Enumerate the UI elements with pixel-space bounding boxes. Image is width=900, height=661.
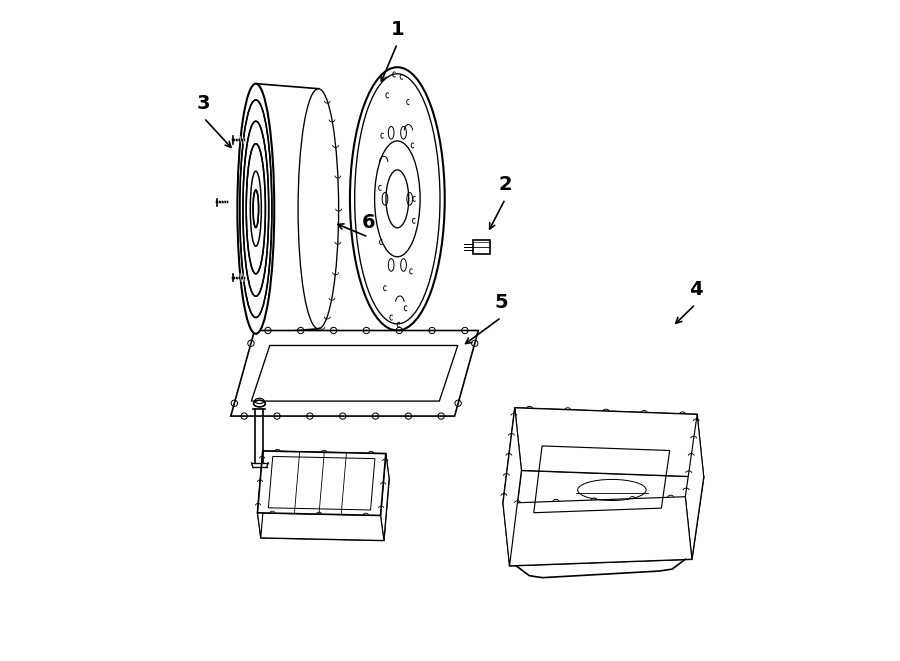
Text: 1: 1 <box>391 20 404 38</box>
Ellipse shape <box>247 143 266 274</box>
Text: 2: 2 <box>499 175 512 194</box>
Ellipse shape <box>239 100 272 317</box>
Text: 5: 5 <box>494 293 508 313</box>
Ellipse shape <box>243 121 269 296</box>
Polygon shape <box>503 408 521 566</box>
Polygon shape <box>503 408 698 503</box>
Polygon shape <box>230 330 478 416</box>
Polygon shape <box>685 414 704 559</box>
Polygon shape <box>261 476 389 541</box>
Text: 3: 3 <box>197 94 211 113</box>
Ellipse shape <box>298 89 338 329</box>
Polygon shape <box>257 451 386 516</box>
Polygon shape <box>515 408 704 477</box>
Ellipse shape <box>253 190 258 227</box>
Text: 4: 4 <box>688 280 702 299</box>
Polygon shape <box>503 496 692 566</box>
Ellipse shape <box>350 67 445 330</box>
Text: 6: 6 <box>362 213 375 232</box>
Polygon shape <box>381 453 389 541</box>
Polygon shape <box>509 471 704 566</box>
Polygon shape <box>257 513 383 541</box>
Polygon shape <box>257 451 266 538</box>
Ellipse shape <box>238 84 274 334</box>
Bar <box>473 240 491 254</box>
Ellipse shape <box>254 401 266 407</box>
Polygon shape <box>263 451 389 479</box>
